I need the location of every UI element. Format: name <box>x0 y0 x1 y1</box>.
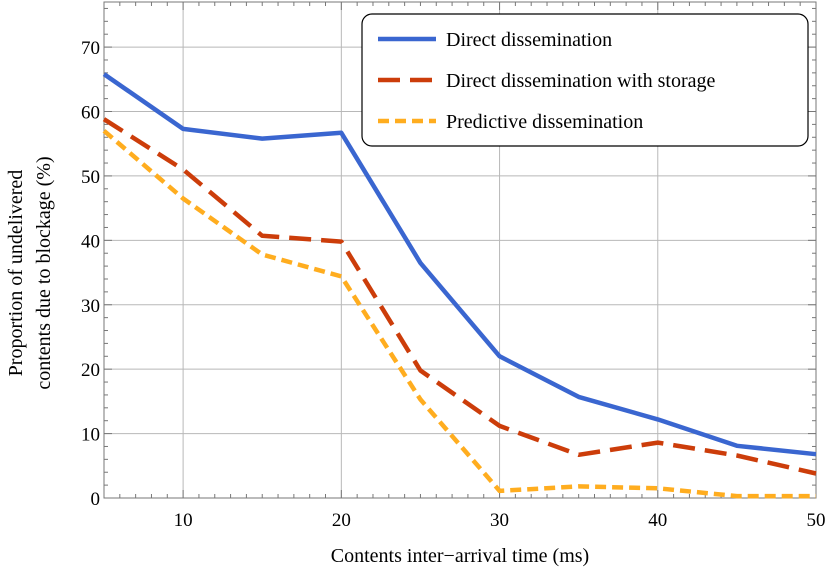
y-tick-label: 40 <box>81 231 100 252</box>
y-tick-label: 0 <box>91 489 101 510</box>
plot-border <box>103 1 817 499</box>
series-line-1 <box>102 72 817 457</box>
series-line-2 <box>102 117 817 476</box>
series-line-3 <box>102 129 816 499</box>
y-tick-label: 30 <box>81 296 100 317</box>
y-axis-label-line2: contents due to blockage (%) <box>33 156 55 389</box>
legend-label-3: Predictive dissemination <box>446 111 643 133</box>
x-axis-label: Contents inter−arrival time (ms) <box>331 545 589 567</box>
y-tick-label: 10 <box>81 425 100 446</box>
x-tick-label: 50 <box>807 510 826 531</box>
x-tick-label: 20 <box>332 510 351 531</box>
y-tick-label: 20 <box>81 360 100 381</box>
series-lines <box>102 72 817 499</box>
y-axis-label-line1: Proportion of undelivered <box>5 170 27 377</box>
x-tick-label: 10 <box>174 510 193 531</box>
x-tick-label: 30 <box>490 510 509 531</box>
x-tick-label: 40 <box>648 510 667 531</box>
y-tick-label: 60 <box>81 103 100 124</box>
legend-label-1: Direct dissemination <box>446 29 612 51</box>
plot-frame <box>103 1 817 499</box>
legend: Direct dissemination Direct dissemination… <box>361 13 809 147</box>
axis-ticks: 10 20 30 40 50 0 10 20 30 40 50 60 70 <box>81 2 826 531</box>
legend-label-2: Direct dissemination with storage <box>446 70 716 92</box>
legend-box <box>361 13 809 147</box>
y-tick-label: 70 <box>81 38 100 59</box>
y-tick-label: 50 <box>81 167 100 188</box>
